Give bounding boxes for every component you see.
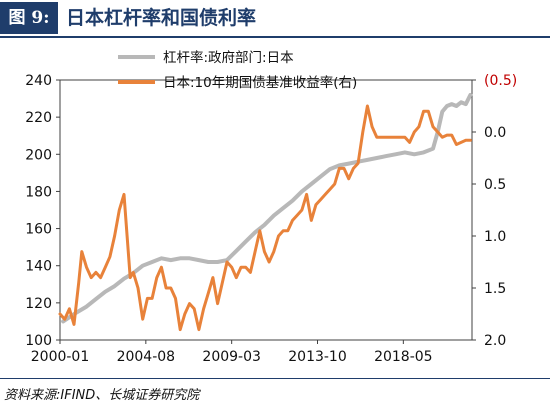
leverage-series-line <box>61 92 473 324</box>
legend-label-yield: 日本:10年期国债基准收益率(右) <box>163 74 357 91</box>
left-axis-tick-label: 240 <box>25 73 52 89</box>
header-rule <box>0 36 550 38</box>
x-axis-tick-label: 2000-01 <box>31 349 90 365</box>
legend: 杠杆率:政府部门:日本 日本:10年期国债基准收益率(右) <box>118 49 357 91</box>
right-axis-tick-label: 0.0 <box>484 125 506 141</box>
leverage-yield-chart: 100 120 140 160 180 200 220 240 (0.5) 0.0 0.5 1.0 1… <box>25 49 517 365</box>
figure-header: 图 9: 日本杠杆率和国债利率 <box>0 0 550 38</box>
left-axis-tick-label: 160 <box>25 222 52 238</box>
x-axis-tick-label: 2004-08 <box>117 349 176 365</box>
figure-title: 日本杠杆率和国债利率 <box>66 7 257 29</box>
figure-label: 图 9: <box>0 2 58 34</box>
x-axis-tick-label: 2013-10 <box>288 349 347 365</box>
legend-label-leverage: 杠杆率:政府部门:日本 <box>163 49 294 66</box>
left-axis-tick-label: 100 <box>25 333 52 349</box>
left-axis-tick-label: 180 <box>25 184 52 200</box>
right-axis-tick-label: 0.5 <box>484 177 506 193</box>
x-axis-tick-label: 2009-03 <box>202 349 261 365</box>
left-axis-tick-label: 140 <box>25 259 52 275</box>
source-note: 资料来源:IFIND、长城证券研究院 <box>4 388 200 403</box>
left-axis-tick-label: 200 <box>25 147 52 163</box>
right-axis-tick-label: 1.5 <box>484 281 506 297</box>
right-axis-tick-label: 1.0 <box>484 229 506 245</box>
left-axis-tick-label: 120 <box>25 296 52 312</box>
x-axis-tick-label: 2018-05 <box>374 349 433 365</box>
right-axis-tick-label: (0.5) <box>484 73 517 89</box>
left-axis-tick-label: 220 <box>25 110 52 126</box>
yield-series-line <box>58 104 472 332</box>
source-rule <box>0 378 550 379</box>
right-axis-tick-label: 2.0 <box>484 333 506 349</box>
plot-frame <box>59 79 473 341</box>
